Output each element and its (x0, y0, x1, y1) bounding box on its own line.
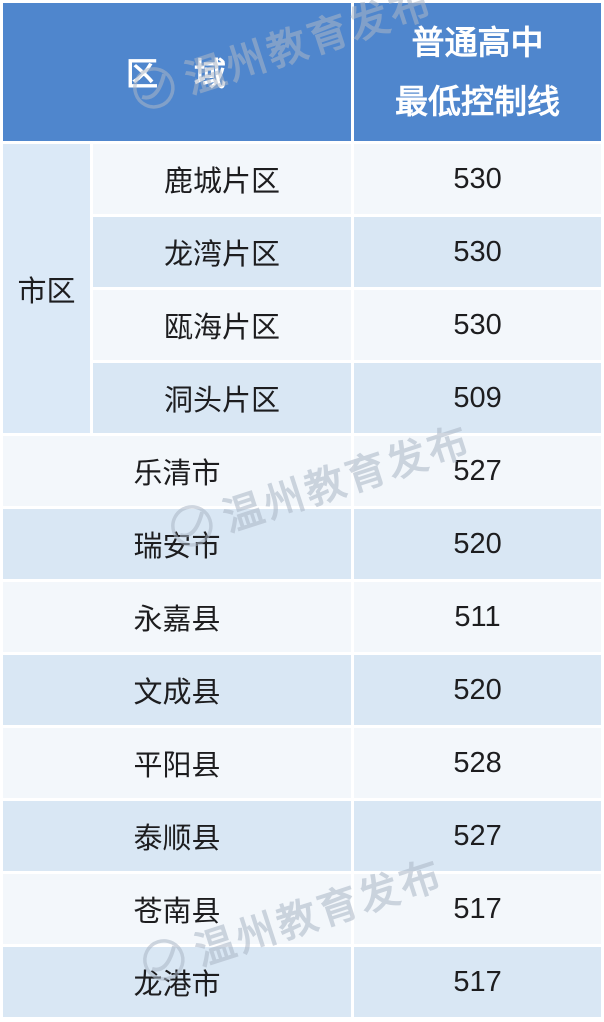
score-cell: 527 (354, 801, 602, 871)
table-row: 瓯海片区 530 (3, 290, 602, 360)
score-cell: 527 (354, 436, 602, 506)
table-row: 平阳县 528 (3, 728, 602, 798)
score-header-line2: 最低控制线 (395, 83, 561, 120)
district-cell: 瓯海片区 (93, 290, 352, 360)
region-cell: 龙港市 (3, 947, 352, 1017)
district-cell: 龙湾片区 (93, 217, 352, 287)
score-cell: 530 (354, 144, 602, 214)
region-cell: 乐清市 (3, 436, 352, 506)
score-cell: 528 (354, 728, 602, 798)
score-cell: 520 (354, 509, 602, 579)
table-row: 龙港市 517 (3, 947, 602, 1017)
score-cell: 520 (354, 655, 602, 725)
table-row: 文成县 520 (3, 655, 602, 725)
score-cell: 509 (354, 363, 602, 433)
region-cell: 瑞安市 (3, 509, 352, 579)
region-cell: 永嘉县 (3, 582, 352, 652)
score-cell: 517 (354, 874, 602, 944)
table-row: 洞头片区 509 (3, 363, 602, 433)
table-header-row: 区 域 普通高中 最低控制线 (3, 3, 602, 141)
score-cell: 530 (354, 217, 602, 287)
score-column-header: 普通高中 最低控制线 (354, 3, 602, 141)
region-column-header: 区 域 (3, 3, 352, 141)
table-row: 乐清市 527 (3, 436, 602, 506)
table-row: 瑞安市 520 (3, 509, 602, 579)
region-cell: 文成县 (3, 655, 352, 725)
district-cell: 鹿城片区 (93, 144, 352, 214)
table-row: 市区 鹿城片区 530 (3, 144, 602, 433)
score-cell: 511 (354, 582, 602, 652)
region-cell: 泰顺县 (3, 801, 352, 871)
table-row: 苍南县 517 (3, 874, 602, 944)
district-cell: 洞头片区 (93, 363, 352, 433)
score-cell: 517 (354, 947, 602, 1017)
region-cell: 平阳县 (3, 728, 352, 798)
score-header-line1: 普通高中 (411, 23, 544, 61)
region-cell: 苍南县 (3, 874, 352, 944)
score-cell: 530 (354, 290, 602, 360)
region-group-cell: 市区 (3, 144, 90, 433)
table-row: 泰顺县 527 (3, 801, 602, 871)
table-row: 永嘉县 511 (3, 582, 602, 652)
table-row: 龙湾片区 530 (3, 217, 602, 287)
